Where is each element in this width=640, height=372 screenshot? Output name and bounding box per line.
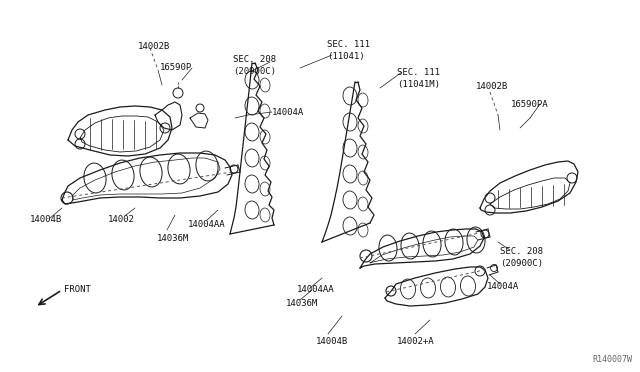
Text: 14036M: 14036M bbox=[286, 299, 318, 308]
Text: 14002B: 14002B bbox=[138, 42, 170, 51]
Text: 14004A: 14004A bbox=[272, 108, 304, 117]
Text: FRONT: FRONT bbox=[64, 285, 91, 294]
Text: (11041M): (11041M) bbox=[397, 80, 440, 89]
Text: SEC. 111: SEC. 111 bbox=[397, 68, 440, 77]
Text: 14004B: 14004B bbox=[316, 337, 348, 346]
Text: SEC. 208: SEC. 208 bbox=[500, 247, 543, 256]
Text: 14002+A: 14002+A bbox=[397, 337, 435, 346]
Text: 14036M: 14036M bbox=[157, 234, 189, 243]
Text: 14004A: 14004A bbox=[487, 282, 519, 291]
Text: 16590PA: 16590PA bbox=[511, 100, 548, 109]
Text: (20900C): (20900C) bbox=[500, 259, 543, 268]
Text: SEC. 111: SEC. 111 bbox=[327, 40, 370, 49]
Text: R140007W: R140007W bbox=[592, 355, 632, 364]
Text: (20900C): (20900C) bbox=[233, 67, 276, 76]
Text: 14002: 14002 bbox=[108, 215, 135, 224]
Text: 14004AA: 14004AA bbox=[297, 285, 335, 294]
Text: 14004B: 14004B bbox=[30, 215, 62, 224]
Text: 14004AA: 14004AA bbox=[188, 220, 226, 229]
Text: 14002B: 14002B bbox=[476, 82, 508, 91]
Text: SEC. 208: SEC. 208 bbox=[233, 55, 276, 64]
Text: 16590P: 16590P bbox=[160, 63, 192, 72]
Text: (11041): (11041) bbox=[327, 52, 365, 61]
